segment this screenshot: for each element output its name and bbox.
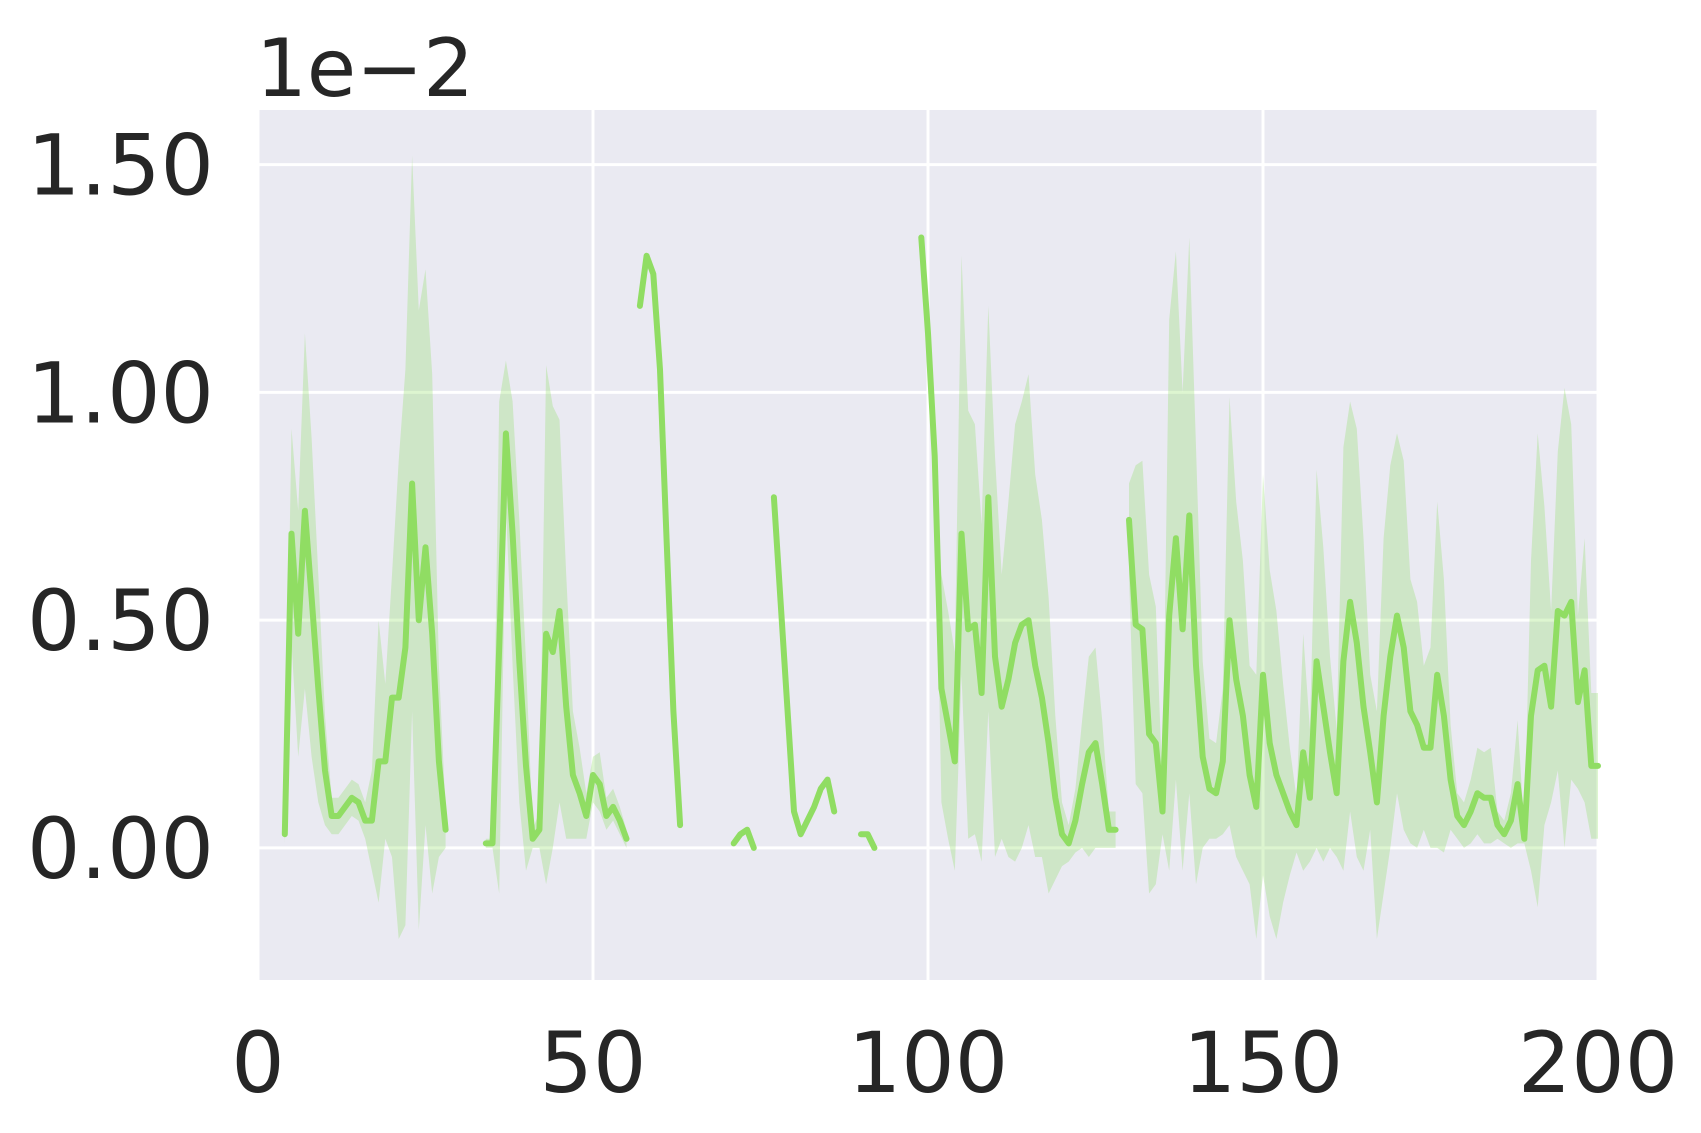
series-lines [281, 234, 1601, 851]
series-line-0-5 [858, 831, 878, 851]
y-tick-label: 0.00 [27, 800, 214, 898]
y-tick-label: 0.50 [27, 572, 214, 670]
y-offset-label: 1e−2 [256, 22, 474, 115]
x-tick-label: 100 [848, 1014, 1008, 1112]
y-tick-label: 1.50 [27, 117, 214, 215]
grid-lines [256, 110, 1600, 980]
series-line-0-7 [1126, 512, 1601, 842]
x-tick-label: 50 [540, 1014, 647, 1112]
x-tick-label: 200 [1518, 1014, 1678, 1112]
y-tick-label: 1.00 [27, 344, 214, 442]
series-line-0-6 [918, 234, 1119, 847]
x-axis-tick-labels: 0 50 100 150 200 [231, 1014, 1678, 1112]
confidence-band-0-6 [921, 237, 1116, 894]
x-tick-label: 0 [231, 1014, 284, 1112]
series-line-0-4 [770, 494, 838, 838]
series-line-0-0 [281, 480, 449, 838]
series-line-0-3 [730, 826, 757, 851]
x-tick-label: 150 [1183, 1014, 1343, 1112]
series-line-0-1 [482, 430, 630, 847]
y-axis-tick-labels: 0.00 0.50 1.00 1.50 [27, 117, 214, 898]
series-line-0-2 [636, 252, 684, 829]
